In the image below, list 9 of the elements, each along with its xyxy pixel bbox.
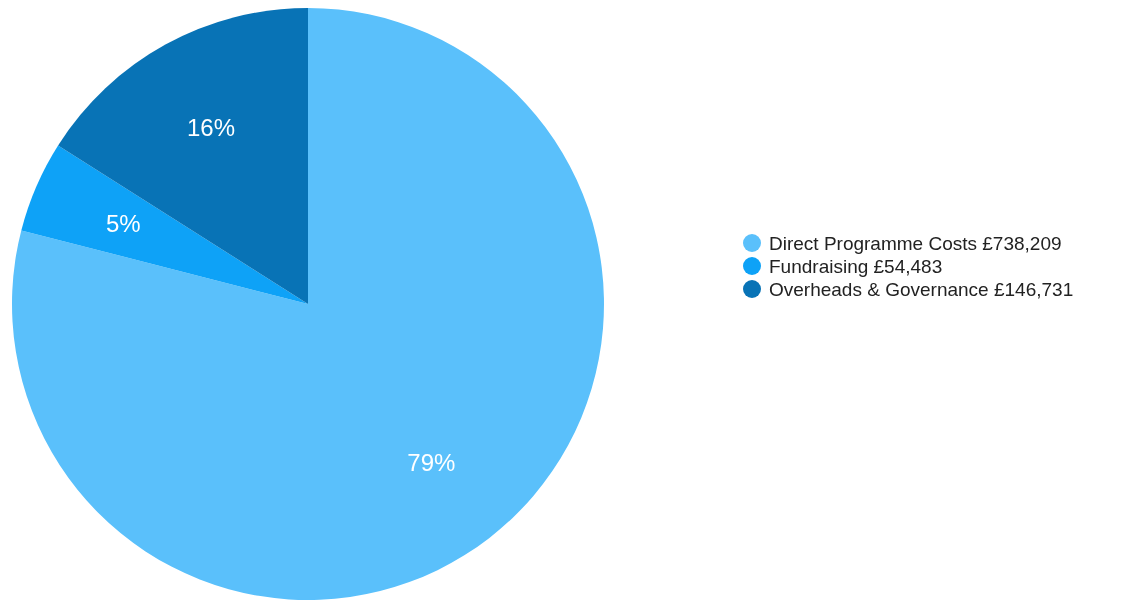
data-label: 79% — [407, 449, 456, 477]
data-label: 16% — [187, 114, 236, 142]
legend-label: Direct Programme Costs £738,209 — [769, 232, 1062, 254]
pie-slice — [12, 8, 604, 600]
pie-slice — [21, 145, 308, 304]
legend-label: Overheads & Governance £146,731 — [769, 278, 1074, 300]
legend-label: Fundraising £54,483 — [769, 255, 943, 277]
data-label: 5% — [105, 210, 141, 238]
pie-slice — [58, 8, 308, 304]
